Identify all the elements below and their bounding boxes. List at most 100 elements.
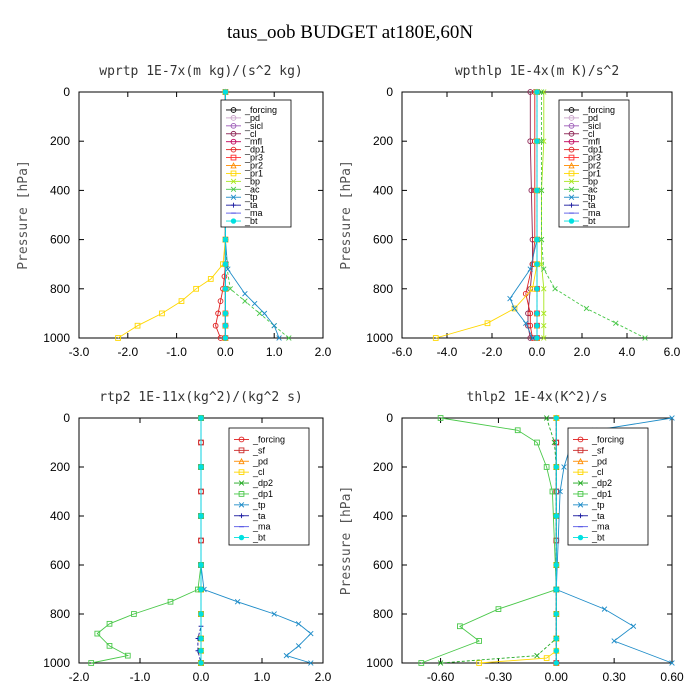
legend-marker	[238, 457, 245, 465]
data-point	[553, 562, 559, 568]
series-dp1	[418, 415, 560, 666]
x-tick-label: -1.0	[130, 670, 151, 684]
data-point	[193, 285, 199, 292]
legend-marker	[230, 154, 237, 161]
data-point	[541, 335, 547, 341]
data-point	[611, 638, 617, 644]
data-point	[286, 335, 292, 341]
legend-marker	[569, 202, 574, 208]
legend-marker	[568, 138, 575, 145]
data-point	[131, 611, 137, 617]
data-point	[106, 643, 113, 649]
x-tick-label: 2.0	[315, 345, 332, 359]
legend-marker	[577, 534, 584, 541]
y-tick-label: 1000	[366, 331, 393, 345]
data-point	[543, 415, 550, 421]
data-point	[134, 322, 141, 329]
data-point	[198, 648, 204, 654]
legend-entry: _sf	[252, 445, 266, 455]
panel-thlp2: thlp2 1E-4x(K^2)/s Pressure [hPa] -0.60 -0.…	[339, 390, 684, 684]
series-line	[435, 92, 538, 339]
data-point	[553, 611, 559, 617]
legend-entry: _tp	[252, 500, 266, 510]
legend-marker	[230, 115, 237, 121]
legend-marker	[238, 447, 245, 454]
data-point	[295, 621, 302, 627]
series-line	[421, 417, 557, 664]
legend-marker	[230, 194, 237, 200]
legend-entry: _ta	[582, 200, 596, 210]
legend-entry: _forcing	[252, 434, 285, 444]
data-point	[167, 598, 174, 605]
data-point	[495, 606, 502, 612]
legend-marker	[230, 146, 237, 153]
panel-title: wprtp 1E-7x(m kg)/(s^2 kg)	[99, 64, 303, 79]
data-point	[308, 660, 314, 666]
legend: _forcing_pd_sicl_cl_mfl_dp1_pr3_pr2_pr1_…	[220, 99, 292, 228]
legend-marker	[238, 480, 245, 486]
data-point	[538, 89, 545, 95]
x-tick-label: 6.0	[664, 345, 681, 359]
legend-marker	[568, 170, 575, 177]
y-tick-label: 200	[373, 460, 393, 474]
y-tick-label: 600	[50, 233, 70, 247]
legend-entry: _dp2	[591, 478, 612, 488]
legend-entry: _tp	[582, 192, 596, 202]
data-point	[222, 335, 229, 341]
legend-marker	[239, 513, 244, 519]
data-point	[217, 298, 224, 304]
data-point	[613, 320, 619, 326]
data-point	[527, 310, 534, 317]
legend-marker	[578, 513, 583, 519]
x-tick-label: 0.0	[529, 345, 546, 359]
series-bt	[198, 415, 204, 666]
data-point	[457, 623, 463, 630]
data-point	[552, 286, 558, 292]
legend-entry: _pd	[252, 456, 268, 466]
legend-entry: _forcing	[244, 105, 277, 115]
data-point	[418, 660, 425, 666]
plot-frame	[78, 91, 324, 339]
data-point	[256, 310, 263, 317]
legend-entry: _mfl	[244, 137, 262, 147]
data-point	[541, 89, 547, 95]
data-point	[283, 652, 290, 659]
data-point	[261, 310, 268, 317]
series-bp	[538, 89, 547, 341]
series-cl	[476, 415, 560, 666]
data-point	[308, 630, 314, 637]
legend: _forcing_pd_sicl_cl_mfl_dp1_pr3_pr2_pr1_…	[558, 99, 630, 228]
y-tick-label: 0	[63, 411, 70, 425]
legend-marker	[231, 202, 236, 208]
y-tick-label: 200	[373, 134, 393, 148]
legend-entry: _pr1	[582, 168, 601, 178]
legend-entry: _cl	[244, 129, 257, 139]
data-point	[222, 89, 229, 95]
data-point	[106, 620, 113, 627]
data-point	[541, 310, 547, 317]
legend-entry: _sicl	[244, 121, 263, 131]
series-ta	[195, 415, 204, 666]
x-tick-label: -0.30	[485, 670, 513, 684]
legend-marker	[568, 107, 575, 113]
legend-entry: _ma	[244, 208, 263, 218]
legend-entry: _ac	[244, 184, 260, 194]
x-tick-label: -2.0	[117, 345, 138, 359]
x-tick-label: 0.60	[660, 670, 684, 684]
legend-marker	[238, 491, 245, 497]
data-point	[212, 322, 219, 329]
legend-marker	[230, 138, 237, 145]
legend-entry: _bp	[582, 176, 598, 186]
legend-box	[228, 427, 310, 546]
y-tick-label: 0	[386, 411, 393, 425]
data-point	[553, 648, 559, 654]
x-tick-label: 2.0	[315, 670, 332, 684]
y-tick-label: 400	[50, 509, 70, 523]
legend-marker	[230, 170, 237, 177]
data-point	[198, 562, 204, 568]
legend-entry: _pr2	[582, 161, 601, 171]
y-tick-label: 600	[373, 558, 393, 572]
data-point	[557, 488, 563, 495]
legend-marker	[238, 469, 245, 476]
legend-entry: _bt	[591, 533, 605, 543]
